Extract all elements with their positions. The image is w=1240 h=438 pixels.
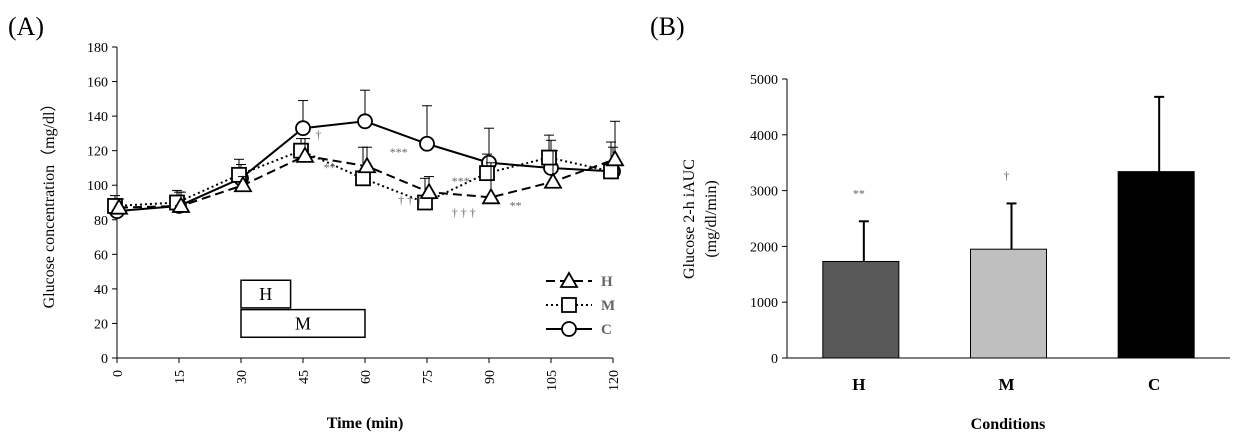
y-tick-label: 100 xyxy=(87,179,108,194)
significance-mark: ** xyxy=(510,198,522,212)
y-tick-label: 140 xyxy=(87,110,108,125)
x-tick-label: 120 xyxy=(607,370,622,391)
y-tick-label: 3000 xyxy=(750,185,778,200)
bar-C xyxy=(1117,171,1195,359)
y-tick-label: 180 xyxy=(87,41,108,56)
y-tick-label: 1000 xyxy=(750,296,778,311)
y-tick-label: 160 xyxy=(87,76,108,91)
data-point xyxy=(357,113,373,130)
bar-M xyxy=(970,248,1047,359)
significance-mark: *** xyxy=(452,174,470,188)
data-point xyxy=(357,156,377,174)
x-tick-label: 30 xyxy=(235,370,250,384)
series-H xyxy=(109,120,625,215)
data-point xyxy=(171,196,191,213)
timing-box-M xyxy=(240,308,366,339)
data-point xyxy=(109,197,129,215)
data-point xyxy=(479,165,495,182)
data-point xyxy=(355,170,371,187)
panel-b-label: (B) xyxy=(650,12,685,41)
legend-label: M xyxy=(601,298,615,314)
y-tick-label: 80 xyxy=(94,214,108,229)
y-tick-label: 20 xyxy=(94,317,108,332)
y-tick-label: 4000 xyxy=(750,129,778,144)
y-tick-label: 40 xyxy=(94,283,108,298)
y-tick-label: 2000 xyxy=(750,240,778,255)
legend-marker xyxy=(561,321,577,337)
y-tick-label: 60 xyxy=(94,248,108,263)
x-tick-label: 60 xyxy=(359,370,374,384)
significance-mark: ** xyxy=(853,186,865,200)
y-axis-unit: (mg/dl/min) xyxy=(703,180,720,257)
x-tick-label: 75 xyxy=(421,370,436,384)
timing-box-label: M xyxy=(295,313,311,333)
legend-label: H xyxy=(601,274,613,290)
x-axis-title: Conditions xyxy=(971,416,1046,433)
significance-mark: † † † xyxy=(398,193,422,207)
panel-a: (A) 0 20 40 60 80 100 120 140 160 180 0 15 30 45 60 75 90… xyxy=(8,12,625,432)
data-point xyxy=(295,146,315,163)
data-point xyxy=(419,135,435,152)
data-point xyxy=(481,187,501,205)
data-point xyxy=(233,175,253,193)
significance-mark: † xyxy=(1004,168,1010,182)
significance-mark: ** xyxy=(324,160,336,174)
y-tick-label: 0 xyxy=(101,352,108,367)
x-tick-label: 90 xyxy=(483,370,498,384)
y-axis-title: Glucose concentration（mg/dl） xyxy=(40,96,58,309)
data-point xyxy=(605,149,625,167)
category-label: H xyxy=(852,375,865,394)
data-point xyxy=(543,171,563,189)
data-point xyxy=(295,120,311,137)
significance-mark: † † † xyxy=(452,205,476,219)
y-tick-label: 0 xyxy=(771,352,778,367)
legend-marker xyxy=(559,271,579,288)
category-label: M xyxy=(998,375,1014,394)
data-point xyxy=(419,182,439,200)
significance-mark: *** xyxy=(390,145,408,159)
category-label: C xyxy=(1148,375,1160,394)
bar-H xyxy=(822,260,900,359)
y-axis-title: Glucose 2-h iAUC xyxy=(681,159,698,279)
x-tick-label: 0 xyxy=(111,370,126,377)
y-tick-label: 120 xyxy=(87,145,108,160)
panel-a-label: (A) xyxy=(8,12,44,41)
legend-label: C xyxy=(601,322,612,338)
x-tick-label: 105 xyxy=(545,370,560,391)
significance-mark: † xyxy=(315,128,321,142)
x-axis-title: Time (min) xyxy=(327,415,404,432)
timing-box-label: H xyxy=(259,284,272,304)
y-tick-label: 5000 xyxy=(750,73,778,88)
timing-box-H xyxy=(240,279,292,309)
data-point xyxy=(541,149,557,166)
legend-marker xyxy=(561,297,577,313)
data-point xyxy=(603,163,619,180)
legend: HMC xyxy=(546,271,615,338)
x-tick-label: 15 xyxy=(173,370,188,384)
panel-b: (B) 0 1000 2000 3000 4000 5000 Glucose 2-h iAUC… xyxy=(650,12,1230,433)
x-tick-label: 45 xyxy=(297,370,312,384)
